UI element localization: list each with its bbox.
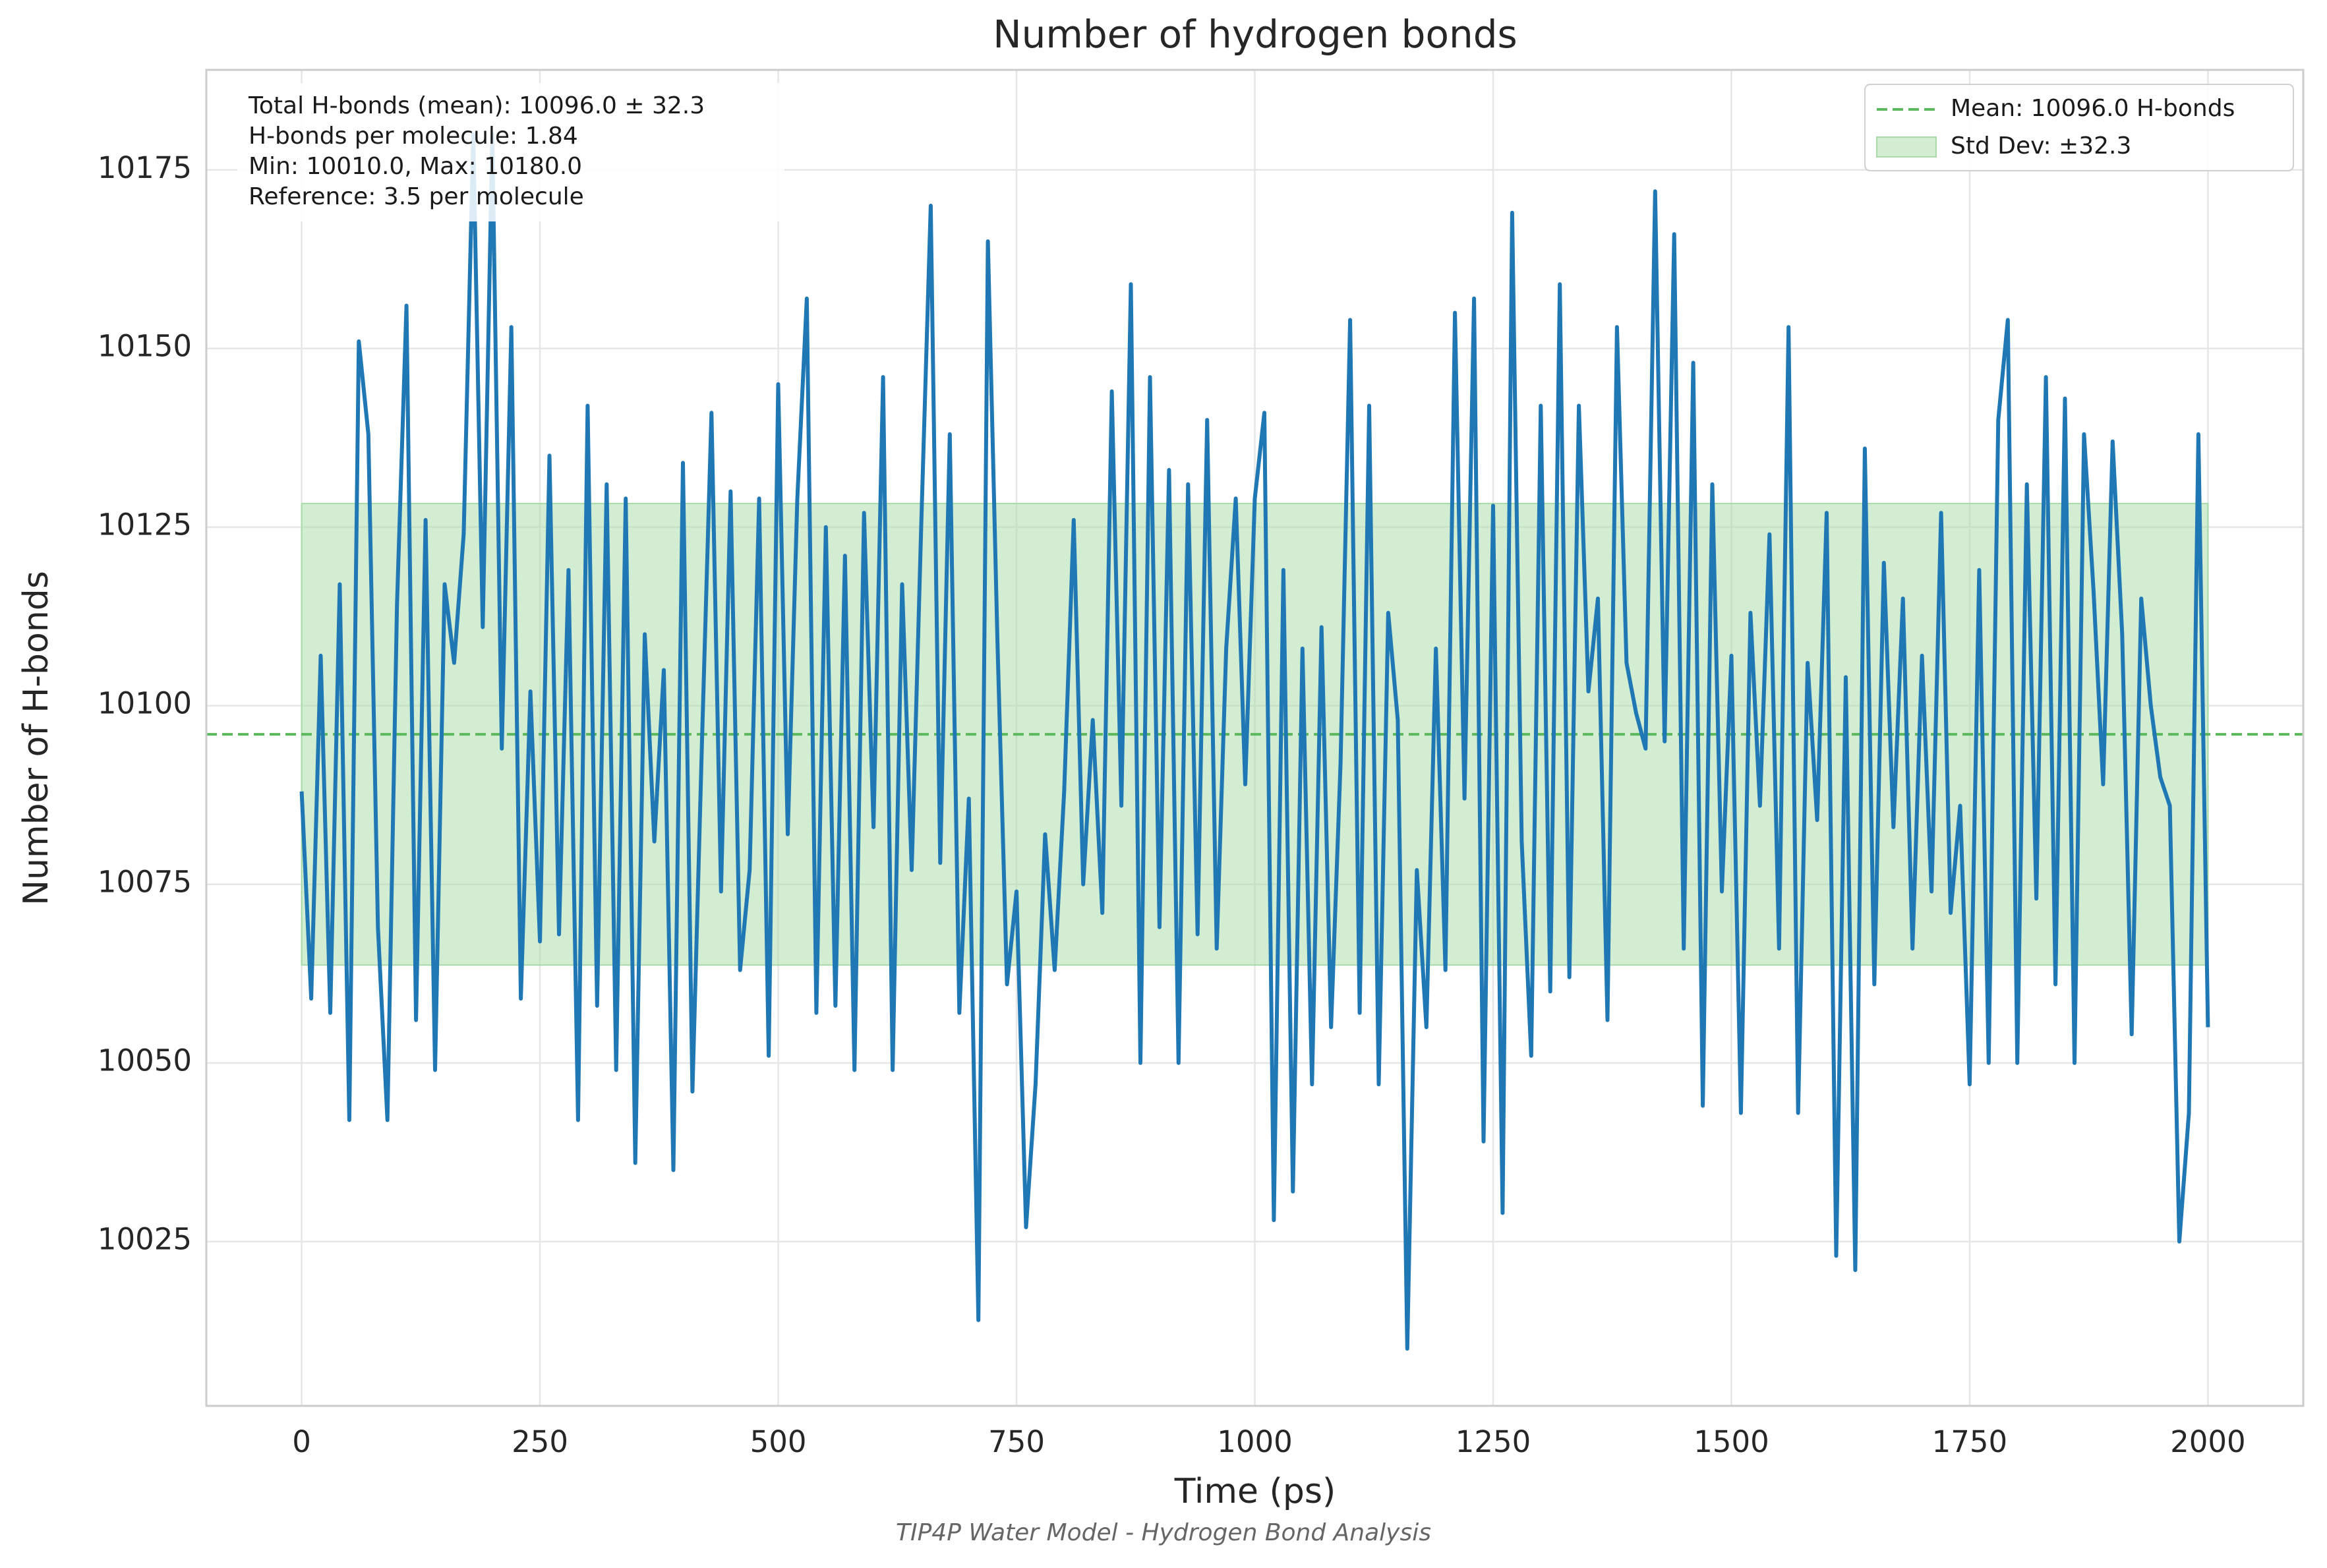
y-tick-label: 10100 — [98, 686, 192, 721]
chart-title: Number of hydrogen bonds — [993, 12, 1517, 57]
y-tick-label: 10175 — [98, 150, 192, 185]
annotation-line: Total H-bonds (mean): 10096.0 ± 32.3 — [248, 92, 705, 119]
x-axis-label: Time (ps) — [1174, 1472, 1336, 1511]
x-tick-label: 500 — [750, 1424, 807, 1459]
x-tick-label: 1750 — [1932, 1424, 2008, 1459]
annotation-line: H-bonds per molecule: 1.84 — [249, 123, 578, 150]
y-tick-label: 10025 — [98, 1222, 192, 1257]
annotation-line: Min: 10010.0, Max: 10180.0 — [249, 153, 582, 180]
legend-patch — [1876, 136, 1937, 158]
x-tick-label: 0 — [292, 1424, 311, 1459]
y-tick-label: 10050 — [98, 1043, 192, 1078]
legend-box — [1864, 84, 2294, 171]
x-tick-label: 2000 — [2170, 1424, 2246, 1459]
axes-frame — [205, 69, 2305, 1407]
y-tick-label: 10150 — [98, 329, 192, 364]
x-tick-label: 1000 — [1217, 1424, 1293, 1459]
x-tick-label: 1500 — [1694, 1424, 1769, 1459]
y-tick-label: 10075 — [98, 865, 192, 900]
legend-label: Mean: 10096.0 H-bonds — [1951, 95, 2235, 122]
y-axis-label: Number of H-bonds — [16, 571, 56, 906]
caption: TIP4P Water Model - Hydrogen Bond Analys… — [896, 1519, 1431, 1546]
y-tick-label: 10125 — [98, 508, 192, 542]
x-tick-label: 750 — [988, 1424, 1045, 1459]
x-tick-label: 250 — [512, 1424, 568, 1459]
data-line — [299, 132, 2210, 1351]
legend-label: Std Dev: ±32.3 — [1951, 132, 2131, 160]
annotation-box — [237, 83, 784, 221]
x-tick-label: 1250 — [1456, 1424, 1531, 1459]
annotation-line: Reference: 3.5 per molecule — [249, 183, 584, 210]
